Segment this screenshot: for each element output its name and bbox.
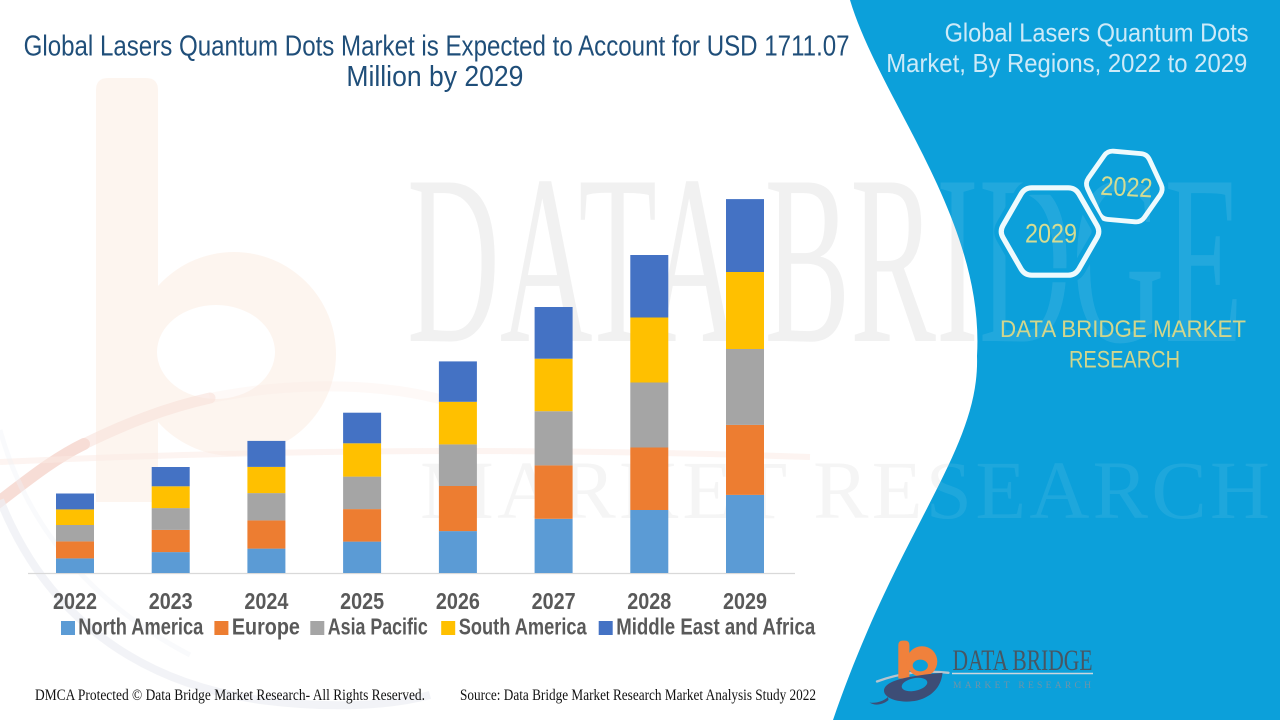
svg-text:2024: 2024 — [244, 588, 288, 614]
svg-text:2027: 2027 — [532, 588, 576, 614]
svg-text:Global Lasers Quantum Dots: Global Lasers Quantum Dots — [945, 18, 1249, 48]
svg-text:2026: 2026 — [436, 588, 480, 614]
svg-text:Market, By Regions, 2022 to 20: Market, By Regions, 2022 to 2029 — [886, 48, 1247, 78]
svg-text:DATA BRIDGE: DATA BRIDGE — [953, 644, 1093, 677]
svg-text:2023: 2023 — [149, 588, 193, 614]
svg-text:Global Lasers Quantum Dots Mar: Global Lasers Quantum Dots Market is Exp… — [24, 31, 850, 63]
svg-text:2022: 2022 — [1100, 171, 1153, 204]
svg-text:2029: 2029 — [1025, 219, 1077, 249]
svg-text:Asia Pacific: Asia Pacific — [328, 614, 428, 640]
svg-text:DMCA Protected © Data Bridge M: DMCA Protected © Data Bridge Market Rese… — [35, 687, 425, 704]
svg-text:2022: 2022 — [53, 588, 97, 614]
svg-text:2025: 2025 — [340, 588, 384, 614]
svg-text:North America: North America — [78, 614, 203, 640]
svg-text:Source: Data Bridge Market Res: Source: Data Bridge Market Research Mark… — [460, 687, 816, 704]
svg-text:South America: South America — [459, 614, 587, 640]
svg-text:DATA BRIDGE MARKET: DATA BRIDGE MARKET — [1000, 316, 1246, 343]
svg-text:MARKET RESEARCH: MARKET RESEARCH — [953, 681, 1091, 691]
svg-text:Million by 2029: Million by 2029 — [346, 61, 523, 93]
svg-text:2029: 2029 — [723, 588, 767, 614]
svg-text:2028: 2028 — [627, 588, 671, 614]
svg-text:RESEARCH: RESEARCH — [1069, 347, 1180, 374]
svg-text:Middle East and Africa: Middle East and Africa — [616, 614, 815, 640]
svg-text:Europe: Europe — [232, 614, 300, 640]
